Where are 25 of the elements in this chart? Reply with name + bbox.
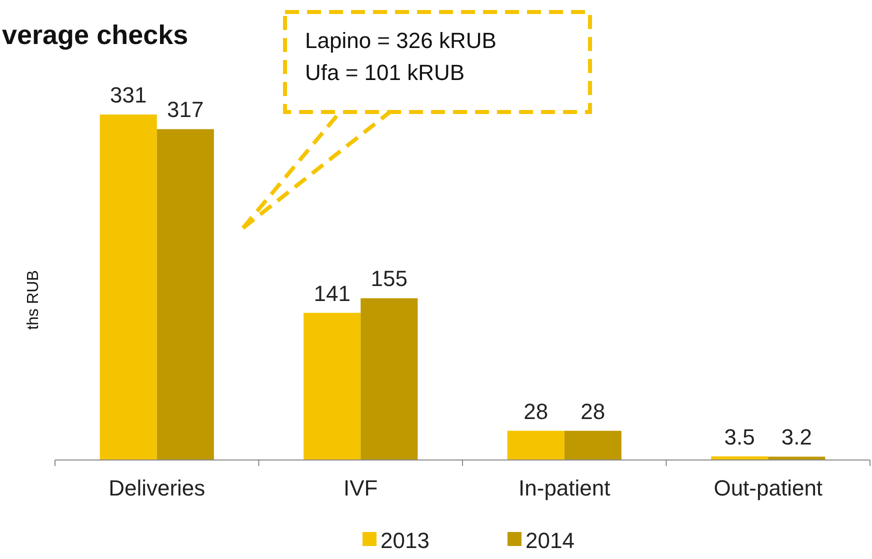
data-label: 317	[167, 97, 204, 122]
legend-label: 2014	[526, 528, 574, 553]
data-label: 3.2	[781, 424, 812, 450]
x-tick-label: In-patient	[518, 476, 610, 501]
y-axis-title: ths RUB	[25, 270, 42, 330]
x-tick-label: IVF	[344, 476, 378, 501]
data-label: 3.5	[724, 424, 755, 450]
data-label: 141	[314, 280, 350, 306]
bar	[768, 456, 826, 460]
bar	[304, 312, 361, 460]
x-tick-label: Deliveries	[108, 476, 206, 501]
chart-title: verage checks	[2, 20, 188, 50]
data-label: 331	[110, 82, 147, 108]
bar	[156, 129, 214, 460]
data-label: 28	[524, 398, 548, 424]
bar	[100, 114, 157, 460]
text: Ufa = 101 kRUB	[305, 60, 465, 85]
bar	[507, 430, 564, 460]
bar	[360, 298, 418, 460]
bar	[564, 430, 622, 460]
data-label: 28	[580, 398, 606, 424]
legend-label: 2013	[380, 528, 430, 553]
text: Lapino = 326 kRUB	[305, 28, 496, 53]
x-tick-label: Out-patient	[714, 476, 823, 501]
data-label: 155	[370, 266, 408, 292]
